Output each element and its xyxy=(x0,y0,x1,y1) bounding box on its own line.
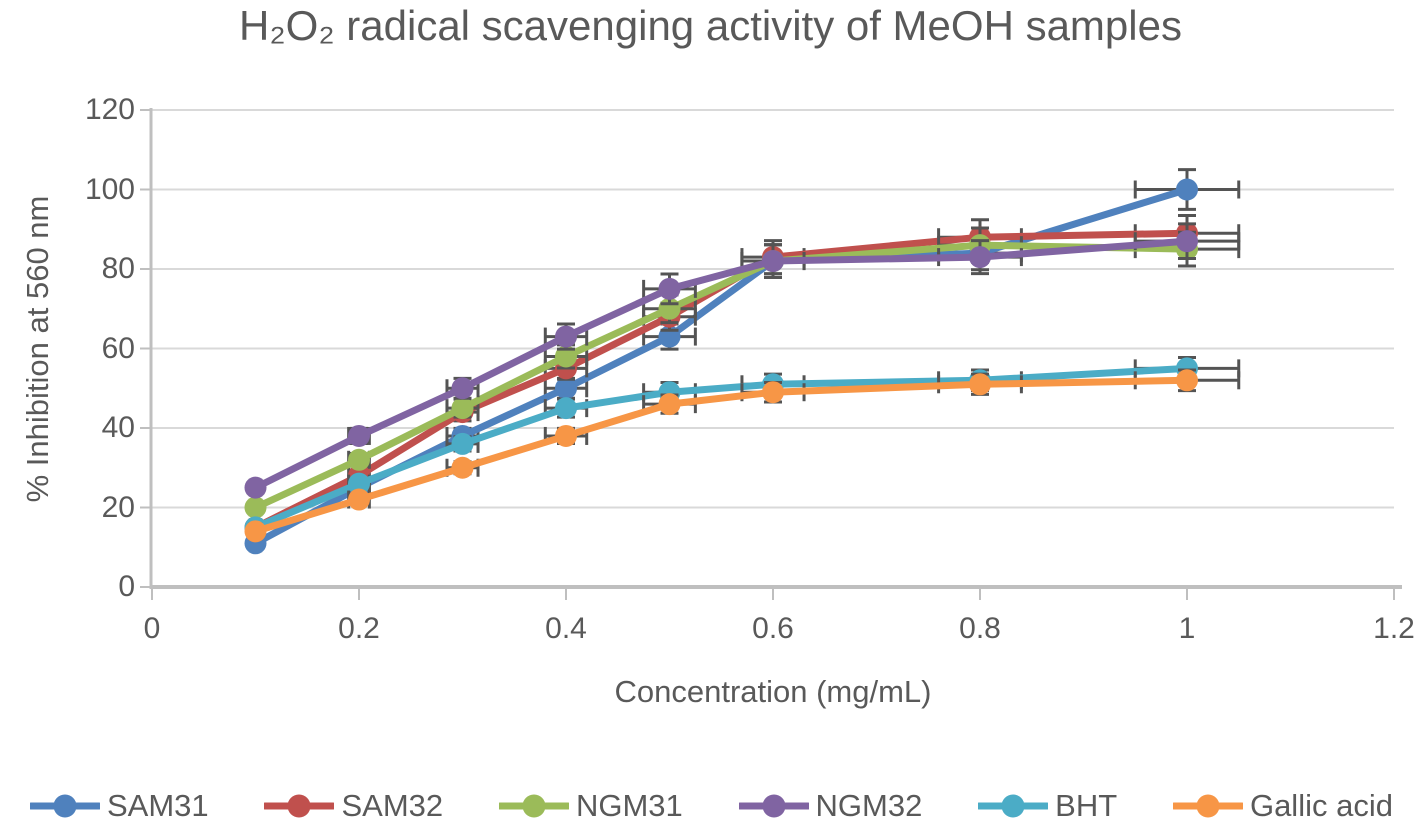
data-point-marker xyxy=(555,424,577,447)
legend-circle xyxy=(1001,794,1025,818)
series-sam31 xyxy=(244,168,1241,555)
x-tick-label: 1 xyxy=(1178,612,1196,645)
data-point-marker xyxy=(969,373,991,396)
legend-marker-icon xyxy=(30,794,100,818)
legend-label: Gallic acid xyxy=(1249,788,1393,823)
y-tick-label: 100 xyxy=(84,172,135,206)
legend-marker-icon xyxy=(738,794,809,818)
legend-circle xyxy=(1196,794,1220,818)
series-line xyxy=(252,229,1191,531)
data-point-marker xyxy=(244,520,267,543)
legend-circle xyxy=(762,794,786,818)
legend-item-ngm32: NGM32 xyxy=(738,788,923,824)
legend-item-ngm31: NGM31 xyxy=(498,788,683,824)
y-tick-label: 0 xyxy=(118,570,135,603)
data-point-marker xyxy=(348,488,370,511)
x-tick-label: 0.8 xyxy=(959,612,1001,645)
data-point-marker xyxy=(451,377,474,400)
y-tick-label: 40 xyxy=(101,411,135,444)
legend-marker-icon xyxy=(264,794,335,818)
data-point-marker xyxy=(348,448,370,471)
y-tick-label: 60 xyxy=(101,331,135,365)
series-line xyxy=(252,376,1191,535)
data-point-marker xyxy=(451,432,474,455)
series-line xyxy=(252,241,1191,511)
data-point-marker xyxy=(969,246,991,269)
legend-item-sam31: SAM31 xyxy=(30,788,209,824)
data-point-marker xyxy=(1176,230,1198,253)
legend-item-sam32: SAM32 xyxy=(264,788,443,824)
chart-legend: SAM31 SAM32 NGM31 NGM32 BHT Gallic acid xyxy=(0,780,1421,832)
data-point-marker xyxy=(1176,369,1198,392)
series-gallic-acid xyxy=(244,368,1241,543)
legend-label: NGM31 xyxy=(575,788,683,823)
x-tick-label: 0.4 xyxy=(545,612,587,645)
series-line xyxy=(252,364,1191,531)
series-ngm32 xyxy=(244,222,1241,499)
legend-marker-icon xyxy=(1172,794,1243,818)
data-point-marker xyxy=(762,250,784,273)
legend-circle xyxy=(53,794,77,818)
legend-item-gallic-acid: Gallic acid xyxy=(1172,788,1393,824)
x-tick-label: 0.2 xyxy=(338,612,380,645)
x-tick-label: 1.2 xyxy=(1373,612,1415,645)
data-point-marker xyxy=(555,377,577,400)
data-point-marker xyxy=(658,277,681,300)
data-point-marker xyxy=(555,345,577,368)
x-axis-title: Concentration (mg/mL) xyxy=(614,674,932,709)
data-point-marker xyxy=(1176,178,1198,201)
data-point-marker xyxy=(244,496,267,519)
data-point-marker xyxy=(555,397,577,420)
y-axis-title: % Inhibition at 560 nm xyxy=(20,195,55,503)
legend-marker-icon xyxy=(978,794,1049,818)
legend-label: NGM32 xyxy=(815,788,923,823)
legend-item-bht: BHT xyxy=(978,788,1117,824)
y-tick-label: 20 xyxy=(101,490,135,524)
data-point-marker xyxy=(348,424,370,447)
data-point-marker xyxy=(451,456,474,479)
data-point-marker xyxy=(762,381,784,404)
legend-label: BHT xyxy=(1055,788,1118,823)
y-tick-label: 80 xyxy=(101,252,135,285)
data-point-marker xyxy=(451,397,474,420)
legend-circle xyxy=(287,794,311,818)
legend-circle xyxy=(522,794,546,818)
data-point-marker xyxy=(244,476,267,499)
y-tick-label: 120 xyxy=(84,93,135,126)
data-point-marker xyxy=(555,325,577,348)
series-line xyxy=(252,237,1191,492)
x-tick-label: 0.6 xyxy=(752,612,794,645)
data-point-marker xyxy=(658,393,681,416)
legend-marker-icon xyxy=(498,794,569,818)
chart-title: H₂O₂ radical scavenging activity of MeOH… xyxy=(239,2,1182,49)
legend-label: SAM31 xyxy=(107,788,209,823)
x-tick-label: 0 xyxy=(143,612,161,645)
data-point-marker xyxy=(348,472,370,495)
legend-label: SAM32 xyxy=(341,788,444,823)
